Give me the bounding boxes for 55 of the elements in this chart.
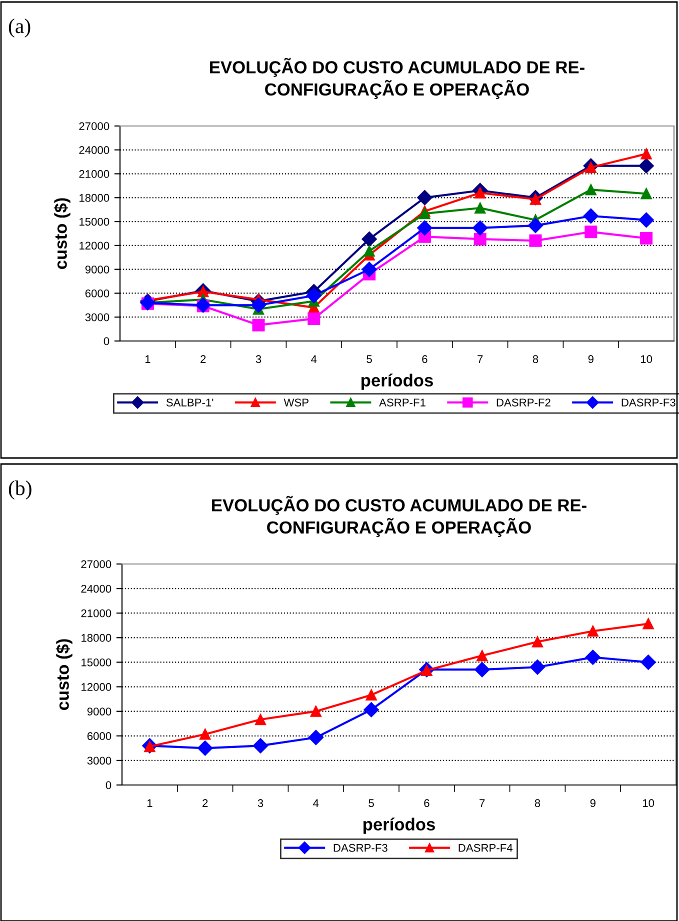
y-axis-title: custo ($) bbox=[56, 639, 72, 710]
y-tick-label: 27000 bbox=[79, 122, 110, 130]
y-tick-label: 6000 bbox=[85, 289, 110, 298]
x-tick-label: 3 bbox=[256, 355, 262, 364]
legend-label: DASRP-F4 bbox=[458, 844, 513, 852]
x-axis-title: períodos bbox=[361, 374, 433, 390]
text: (a) bbox=[8, 18, 30, 38]
y-tick-label: 9000 bbox=[87, 708, 112, 716]
x-tick-label: 6 bbox=[422, 355, 428, 364]
y-tick-label: 24000 bbox=[79, 146, 110, 154]
x-tick-label: 10 bbox=[642, 799, 654, 808]
y-tick-label: 24000 bbox=[81, 584, 112, 593]
x-tick-label: 4 bbox=[313, 799, 319, 807]
x-tick-label: 1 bbox=[145, 355, 150, 363]
y-tick-label: 0 bbox=[106, 781, 112, 790]
legend-label: DASRP-F3 bbox=[622, 398, 676, 406]
x-tick-label: 1 bbox=[147, 799, 152, 807]
y-tick-label: 15000 bbox=[82, 658, 112, 666]
x-tick-label: 2 bbox=[200, 355, 206, 363]
chart-title: EVOLUÇÃO DO CUSTO ACUMULADO DE RE- CONFIGURAÇÃO E OPERAÇÃO bbox=[212, 496, 586, 538]
y-tick-label: 3000 bbox=[87, 756, 112, 765]
x-tick-label: 5 bbox=[368, 799, 374, 808]
y-tick-label: 12000 bbox=[80, 242, 110, 250]
legend-label: WSP bbox=[284, 398, 308, 406]
x-tick-label: 5 bbox=[366, 355, 372, 364]
x-tick-label: 8 bbox=[532, 355, 538, 364]
y-tick-label: 27000 bbox=[81, 560, 112, 568]
y-tick-label: 15000 bbox=[80, 218, 110, 226]
x-tick-label: 9 bbox=[590, 799, 596, 808]
x-axis-title: períodos bbox=[363, 818, 435, 834]
legend-label: SALBP-1' bbox=[166, 398, 214, 406]
x-tick-label: 7 bbox=[480, 799, 485, 807]
x-tick-label: 8 bbox=[534, 799, 540, 808]
x-tick-label: 7 bbox=[478, 355, 483, 363]
y-tick-label: 6000 bbox=[87, 732, 112, 740]
legend-label: DASRP-F2 bbox=[496, 398, 550, 406]
y-axis-title: custo ($) bbox=[54, 198, 70, 269]
y-tick-label: 12000 bbox=[82, 683, 112, 691]
legend-label: ASRP-F1 bbox=[379, 398, 426, 406]
x-tick-label: 4 bbox=[311, 355, 317, 363]
text: (b) bbox=[8, 480, 32, 500]
y-tick-label: 0 bbox=[104, 337, 110, 346]
x-tick-label: 6 bbox=[424, 799, 430, 808]
y-tick-label: 9000 bbox=[85, 266, 110, 274]
y-tick-label: 3000 bbox=[85, 313, 110, 322]
x-tick-label: 10 bbox=[640, 355, 652, 364]
y-tick-label: 21000 bbox=[79, 170, 110, 178]
x-tick-label: 9 bbox=[588, 355, 594, 364]
x-tick-label: 2 bbox=[202, 799, 208, 807]
y-tick-label: 18000 bbox=[80, 194, 110, 202]
x-tick-label: 3 bbox=[258, 799, 264, 808]
legend-label: DASRP-F3 bbox=[334, 844, 388, 852]
y-tick-label: 21000 bbox=[81, 609, 112, 618]
chart-title: EVOLUÇÃO DO CUSTO ACUMULADO DE RE- CONFIGURAÇÃO E OPERAÇÃO bbox=[210, 58, 584, 100]
y-tick-label: 18000 bbox=[82, 634, 112, 642]
